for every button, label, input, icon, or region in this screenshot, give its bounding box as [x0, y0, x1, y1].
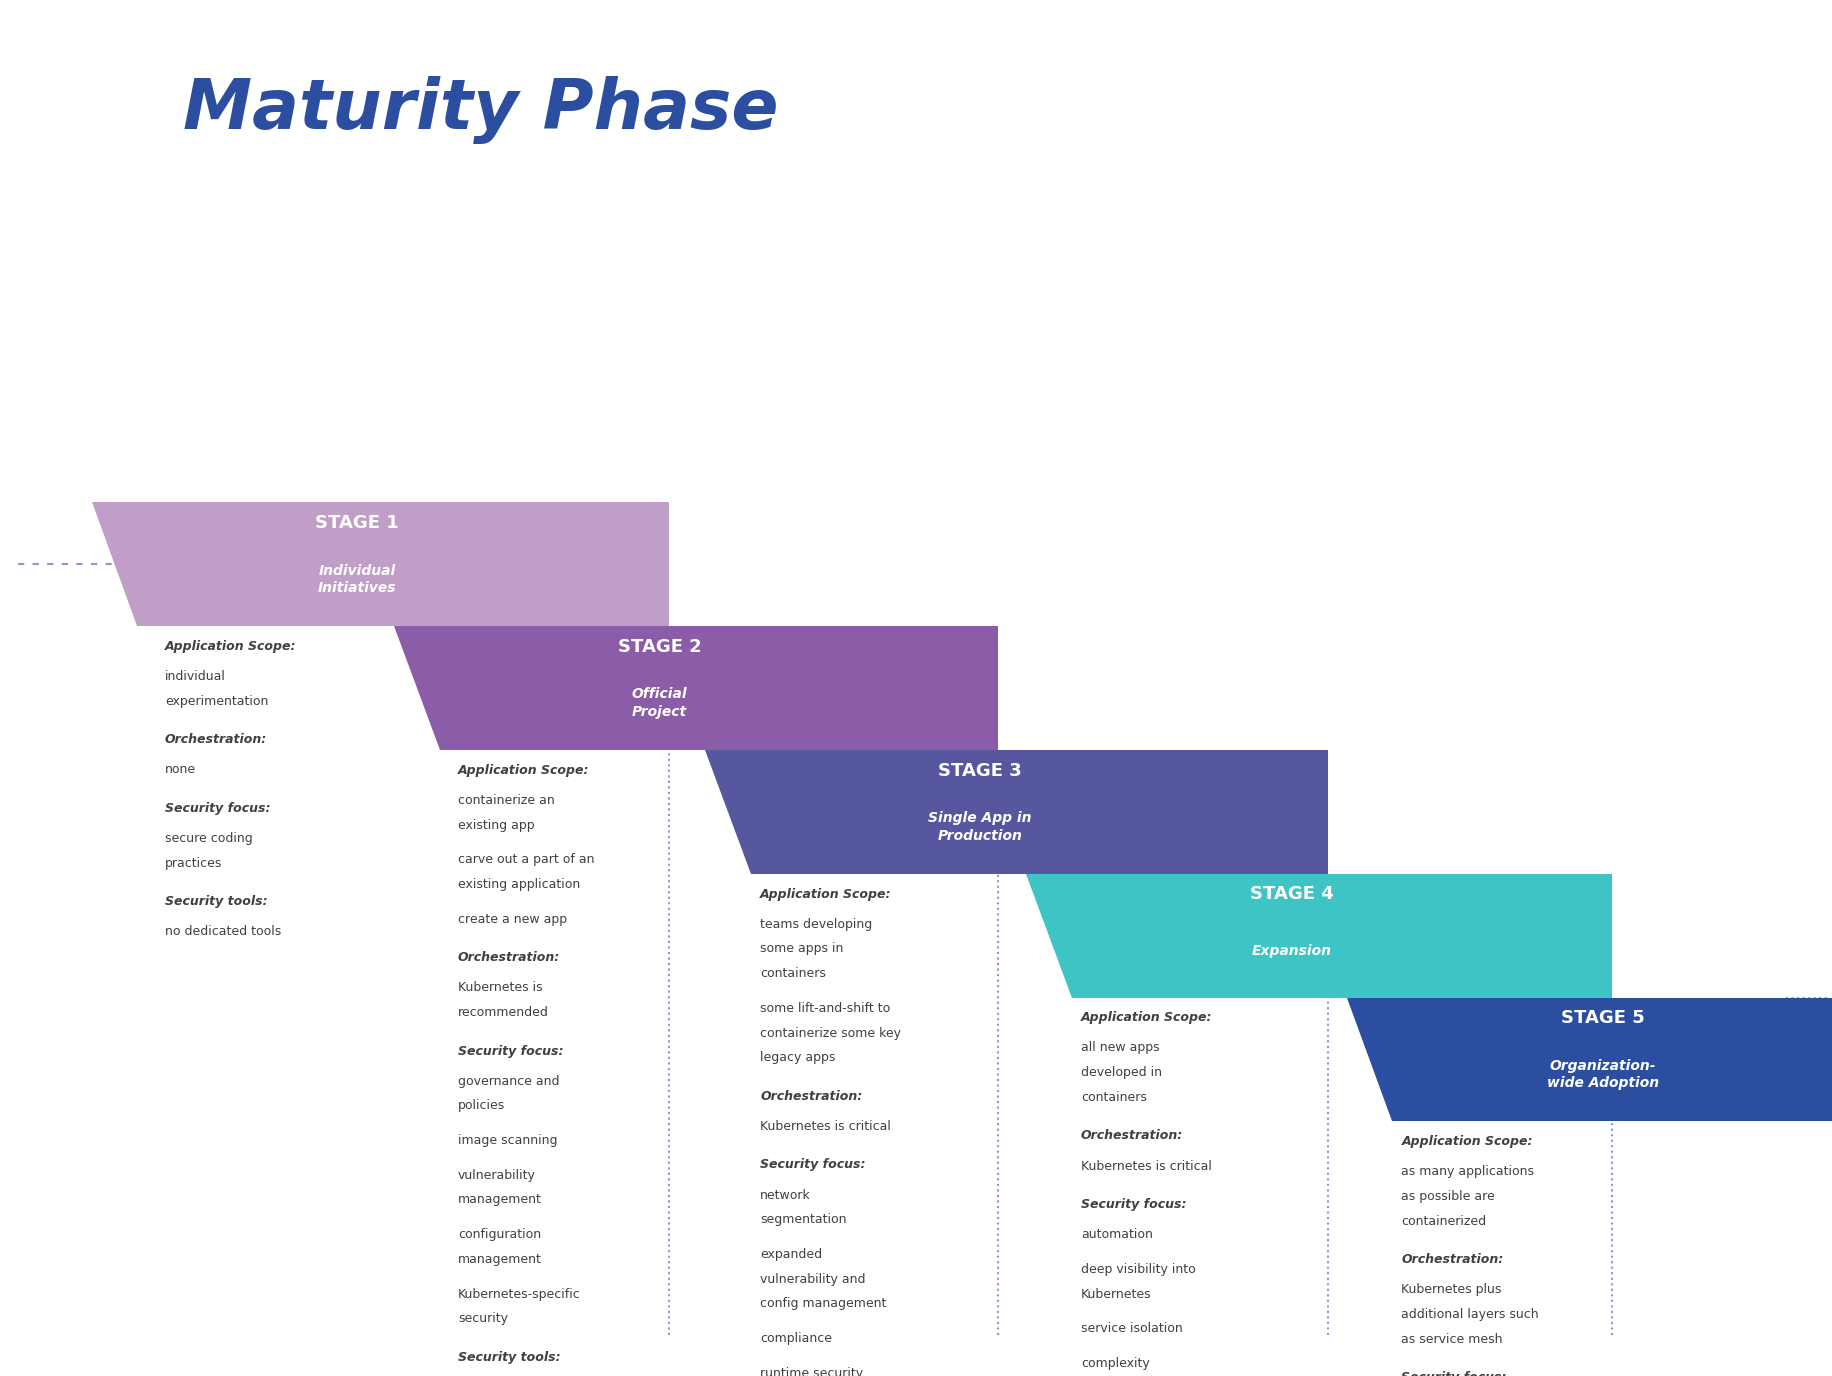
- Text: no dedicated tools: no dedicated tools: [165, 925, 280, 938]
- Text: Orchestration:: Orchestration:: [1401, 1254, 1504, 1266]
- Text: containerize an: containerize an: [458, 794, 555, 806]
- Text: vulnerability: vulnerability: [458, 1168, 537, 1182]
- Text: containerize some key: containerize some key: [760, 1026, 901, 1039]
- Text: some apps in: some apps in: [760, 943, 845, 955]
- Text: recommended: recommended: [458, 1006, 550, 1020]
- Text: Kubernetes is: Kubernetes is: [458, 981, 542, 995]
- Text: all new apps: all new apps: [1081, 1042, 1160, 1054]
- Text: security: security: [458, 1313, 507, 1325]
- Text: developed in: developed in: [1081, 1066, 1161, 1079]
- Text: config management: config management: [760, 1298, 887, 1310]
- Text: Security tools:: Security tools:: [458, 1351, 561, 1364]
- Polygon shape: [92, 502, 669, 626]
- Text: legacy apps: legacy apps: [760, 1051, 835, 1064]
- Text: Security focus:: Security focus:: [1081, 1198, 1187, 1211]
- Text: Orchestration:: Orchestration:: [760, 1090, 863, 1102]
- Text: containerized: containerized: [1401, 1215, 1486, 1227]
- Text: segmentation: segmentation: [760, 1214, 846, 1226]
- Text: runtime security: runtime security: [760, 1366, 863, 1376]
- Text: Expansion: Expansion: [1251, 944, 1332, 958]
- Text: vulnerability and: vulnerability and: [760, 1273, 867, 1285]
- Text: Application Scope:: Application Scope:: [1401, 1135, 1533, 1148]
- Text: service isolation: service isolation: [1081, 1322, 1183, 1335]
- Text: individual: individual: [165, 670, 225, 682]
- Polygon shape: [705, 750, 1328, 874]
- Text: Kubernetes-specific: Kubernetes-specific: [458, 1288, 581, 1300]
- Text: Single App in
Production: Single App in Production: [929, 812, 1031, 842]
- Text: additional layers such: additional layers such: [1401, 1309, 1539, 1321]
- Text: Security tools:: Security tools:: [165, 896, 267, 908]
- Text: Security focus:: Security focus:: [760, 1159, 867, 1171]
- Text: compliance: compliance: [760, 1332, 832, 1346]
- Text: experimentation: experimentation: [165, 695, 267, 707]
- Text: Kubernetes plus: Kubernetes plus: [1401, 1284, 1502, 1296]
- Text: Application Scope:: Application Scope:: [165, 640, 297, 652]
- Text: management: management: [458, 1193, 542, 1207]
- Text: Security focus:: Security focus:: [1401, 1372, 1508, 1376]
- Text: create a new app: create a new app: [458, 912, 568, 926]
- Text: existing application: existing application: [458, 878, 581, 890]
- Text: configuration: configuration: [458, 1229, 540, 1241]
- Text: Security focus:: Security focus:: [458, 1044, 564, 1058]
- Text: practices: practices: [165, 857, 222, 870]
- Text: governance and: governance and: [458, 1075, 559, 1087]
- Text: Security focus:: Security focus:: [165, 802, 271, 815]
- Text: automation: automation: [1081, 1229, 1152, 1241]
- Text: Orchestration:: Orchestration:: [458, 951, 561, 965]
- Text: existing app: existing app: [458, 819, 535, 831]
- Text: teams developing: teams developing: [760, 918, 872, 930]
- Text: Orchestration:: Orchestration:: [1081, 1130, 1183, 1142]
- Text: Orchestration:: Orchestration:: [165, 733, 267, 746]
- Text: Kubernetes is critical: Kubernetes is critical: [1081, 1160, 1211, 1172]
- Text: STAGE 3: STAGE 3: [938, 761, 1022, 780]
- Text: complexity: complexity: [1081, 1357, 1150, 1370]
- Text: Individual
Initiatives: Individual Initiatives: [319, 564, 396, 594]
- Text: containers: containers: [760, 967, 826, 980]
- Text: STAGE 4: STAGE 4: [1249, 885, 1334, 904]
- Text: Application Scope:: Application Scope:: [458, 764, 590, 776]
- Text: expanded: expanded: [760, 1248, 823, 1260]
- Text: none: none: [165, 764, 196, 776]
- Polygon shape: [394, 626, 998, 750]
- Text: Application Scope:: Application Scope:: [760, 888, 892, 900]
- Text: Organization-
wide Adoption: Organization- wide Adoption: [1546, 1060, 1660, 1090]
- Text: Kubernetes: Kubernetes: [1081, 1288, 1152, 1300]
- Text: deep visibility into: deep visibility into: [1081, 1263, 1196, 1276]
- Text: STAGE 2: STAGE 2: [617, 637, 702, 656]
- Text: management: management: [458, 1254, 542, 1266]
- Text: some lift-and-shift to: some lift-and-shift to: [760, 1002, 890, 1014]
- Text: secure coding: secure coding: [165, 832, 253, 845]
- Text: STAGE 1: STAGE 1: [315, 513, 399, 533]
- Text: as service mesh: as service mesh: [1401, 1333, 1502, 1346]
- Text: as many applications: as many applications: [1401, 1165, 1535, 1178]
- Text: image scanning: image scanning: [458, 1134, 557, 1148]
- Polygon shape: [1347, 998, 1832, 1121]
- Text: policies: policies: [458, 1099, 506, 1112]
- Text: network: network: [760, 1189, 812, 1201]
- Text: containers: containers: [1081, 1091, 1147, 1104]
- Text: Kubernetes is critical: Kubernetes is critical: [760, 1120, 890, 1132]
- Text: Official
Project: Official Project: [632, 688, 687, 718]
- Polygon shape: [1026, 874, 1612, 998]
- Text: carve out a part of an: carve out a part of an: [458, 853, 595, 866]
- Text: Application Scope:: Application Scope:: [1081, 1011, 1213, 1024]
- Text: STAGE 5: STAGE 5: [1561, 1009, 1645, 1028]
- Text: Maturity Phase: Maturity Phase: [183, 76, 779, 143]
- Text: as possible are: as possible are: [1401, 1190, 1495, 1203]
